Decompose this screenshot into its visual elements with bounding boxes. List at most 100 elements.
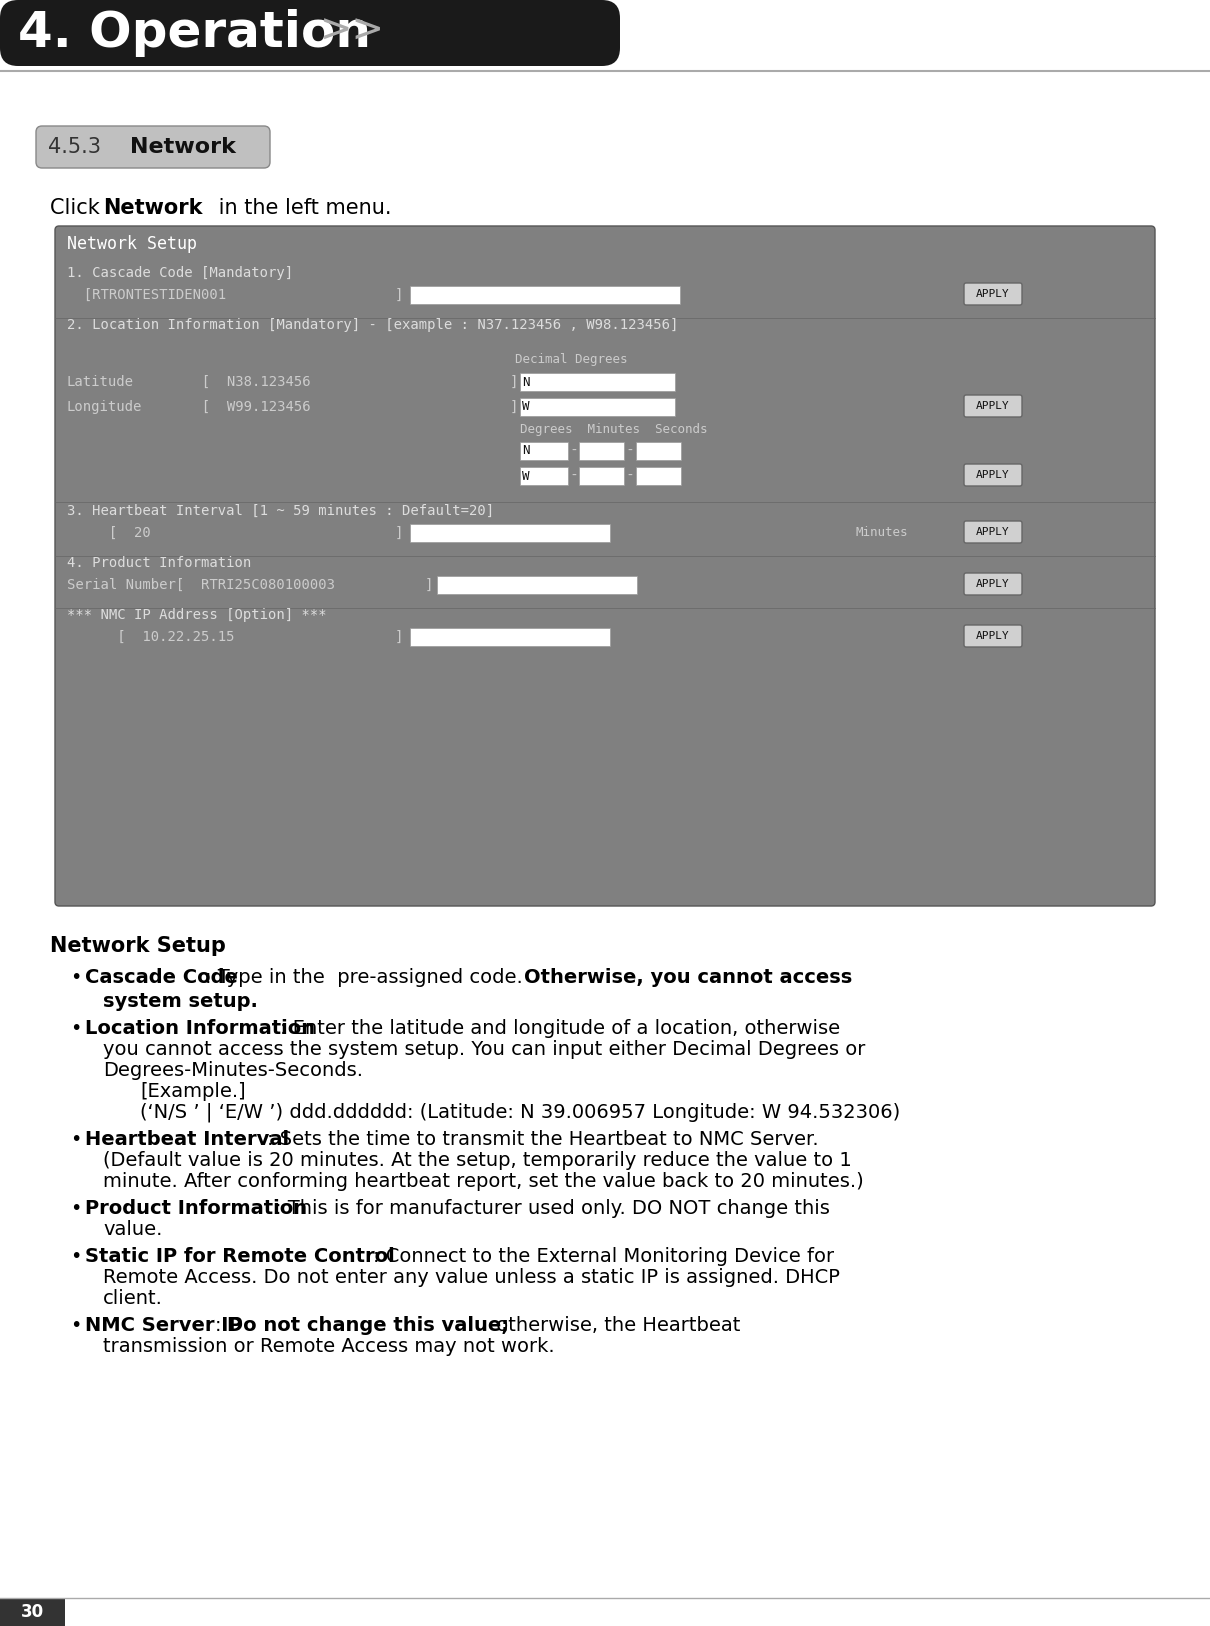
Text: N: N — [522, 376, 530, 389]
Text: Minutes: Minutes — [855, 527, 908, 540]
Bar — [580, 442, 624, 460]
Text: minute. After conforming heartbeat report, set the value back to 20 minutes.): minute. After conforming heartbeat repor… — [103, 1172, 864, 1190]
Text: [  N38.123456: [ N38.123456 — [185, 376, 311, 389]
Text: Network Setup: Network Setup — [50, 937, 226, 956]
Bar — [636, 467, 681, 485]
Text: Network: Network — [103, 198, 202, 218]
Text: Decimal Degrees: Decimal Degrees — [515, 353, 628, 366]
Bar — [410, 286, 680, 304]
Bar — [300, 0, 1210, 67]
Text: 3. Heartbeat Interval [1 ~ 59 minutes : Default=20]: 3. Heartbeat Interval [1 ~ 59 minutes : … — [67, 504, 494, 519]
Text: Otherwise, you cannot access: Otherwise, you cannot access — [524, 967, 852, 987]
Text: [Example.]: [Example.] — [140, 1081, 246, 1101]
Bar — [410, 524, 610, 541]
Text: transmission or Remote Access may not work.: transmission or Remote Access may not wo… — [103, 1337, 554, 1356]
Bar — [520, 398, 675, 416]
Text: -: - — [571, 444, 576, 459]
Text: 4. Product Information: 4. Product Information — [67, 556, 252, 571]
Text: value.: value. — [103, 1220, 162, 1239]
Text: 30: 30 — [21, 1603, 44, 1621]
Bar — [580, 467, 624, 485]
Text: Heartbeat Interval: Heartbeat Interval — [85, 1130, 289, 1150]
Text: APPLY: APPLY — [976, 631, 1010, 641]
Text: Longitude: Longitude — [67, 400, 143, 415]
FancyBboxPatch shape — [964, 572, 1022, 595]
Text: ]: ] — [509, 400, 518, 415]
Text: :: : — [215, 1315, 227, 1335]
Text: ]: ] — [394, 288, 403, 302]
Text: Do not change this value;: Do not change this value; — [227, 1315, 509, 1335]
Text: system setup.: system setup. — [103, 992, 258, 1011]
Text: Remote Access. Do not enter any value unless a static IP is assigned. DHCP: Remote Access. Do not enter any value un… — [103, 1268, 840, 1288]
Text: Degrees-Minutes-Seconds.: Degrees-Minutes-Seconds. — [103, 1062, 363, 1080]
Text: 4.5.3: 4.5.3 — [48, 137, 100, 158]
FancyBboxPatch shape — [964, 283, 1022, 306]
Bar — [520, 442, 567, 460]
Text: Latitude: Latitude — [67, 376, 134, 389]
Text: APPLY: APPLY — [976, 402, 1010, 411]
FancyBboxPatch shape — [964, 520, 1022, 543]
Text: APPLY: APPLY — [976, 527, 1010, 537]
Text: : This is for manufacturer used only. DO NOT change this: : This is for manufacturer used only. DO… — [275, 1198, 830, 1218]
Text: •: • — [70, 967, 81, 987]
Text: in the left menu.: in the left menu. — [212, 198, 392, 218]
Text: Serial Number[  RTRI25C080100003: Serial Number[ RTRI25C080100003 — [67, 577, 335, 592]
Text: you cannot access the system setup. You can input either Decimal Degrees or: you cannot access the system setup. You … — [103, 1041, 865, 1059]
FancyBboxPatch shape — [54, 226, 1156, 906]
Text: ]: ] — [394, 629, 403, 644]
FancyBboxPatch shape — [36, 125, 270, 167]
Bar — [636, 442, 681, 460]
Text: Cascade Code: Cascade Code — [85, 967, 238, 987]
Text: : Enter the latitude and longitude of a location, otherwise: : Enter the latitude and longitude of a … — [280, 1020, 840, 1037]
Text: ]: ] — [394, 525, 403, 540]
Text: APPLY: APPLY — [976, 289, 1010, 299]
Text: W: W — [522, 470, 530, 483]
Text: •: • — [70, 1247, 81, 1267]
Text: Product Information: Product Information — [85, 1198, 307, 1218]
Text: N: N — [522, 444, 530, 457]
Text: : Type in the  pre-assigned code.: : Type in the pre-assigned code. — [204, 967, 529, 987]
Text: -: - — [627, 444, 632, 459]
Text: NMC Server IP: NMC Server IP — [85, 1315, 242, 1335]
Text: Network: Network — [129, 137, 236, 158]
Text: otherwise, the Heartbeat: otherwise, the Heartbeat — [490, 1315, 741, 1335]
Text: Degrees  Minutes  Seconds: Degrees Minutes Seconds — [520, 423, 708, 436]
Text: [  W99.123456: [ W99.123456 — [185, 400, 311, 415]
Text: (‘N/S ’ | ‘E/W ’) ddd.dddddd: (Latitude: N 39.006957 Longitude: W 94.532306): (‘N/S ’ | ‘E/W ’) ddd.dddddd: (Latitude:… — [140, 1102, 900, 1122]
Text: -: - — [627, 468, 632, 483]
Bar — [410, 628, 610, 646]
Text: : Sets the time to transmit the Heartbeat to NMC Server.: : Sets the time to transmit the Heartbea… — [267, 1130, 819, 1150]
FancyBboxPatch shape — [964, 463, 1022, 486]
Text: ]: ] — [509, 376, 518, 389]
Text: W: W — [522, 400, 530, 413]
Text: -: - — [571, 468, 576, 483]
Text: Network Setup: Network Setup — [67, 236, 197, 254]
Bar — [437, 576, 636, 593]
Text: 1. Cascade Code [Mandatory]: 1. Cascade Code [Mandatory] — [67, 267, 293, 280]
Bar — [520, 372, 675, 390]
Text: APPLY: APPLY — [976, 470, 1010, 480]
Text: [RTRONTESTIDEN001: [RTRONTESTIDEN001 — [67, 288, 226, 302]
Text: Click: Click — [50, 198, 106, 218]
Text: •: • — [70, 1020, 81, 1037]
FancyBboxPatch shape — [964, 395, 1022, 416]
Text: Static IP for Remote Control: Static IP for Remote Control — [85, 1247, 394, 1267]
Text: *** NMC IP Address [Option] ***: *** NMC IP Address [Option] *** — [67, 608, 327, 623]
Text: : Connect to the External Monitoring Device for: : Connect to the External Monitoring Dev… — [373, 1247, 834, 1267]
Text: •: • — [70, 1315, 81, 1335]
Text: Location Information: Location Information — [85, 1020, 315, 1037]
FancyBboxPatch shape — [964, 624, 1022, 647]
Text: >>: >> — [319, 11, 385, 50]
FancyBboxPatch shape — [0, 0, 620, 67]
Text: 4. Operation: 4. Operation — [18, 10, 371, 57]
Text: •: • — [70, 1130, 81, 1150]
Text: [  20: [ 20 — [67, 525, 151, 540]
Bar — [520, 467, 567, 485]
Text: [  10.22.25.15: [ 10.22.25.15 — [67, 629, 235, 644]
Text: client.: client. — [103, 1289, 163, 1307]
Text: ]: ] — [425, 577, 433, 592]
Text: 2. Location Information [Mandatory] - [example : N37.123456 , W98.123456]: 2. Location Information [Mandatory] - [e… — [67, 319, 679, 332]
Bar — [0, 1598, 65, 1626]
Text: APPLY: APPLY — [976, 579, 1010, 589]
Text: •: • — [70, 1198, 81, 1218]
